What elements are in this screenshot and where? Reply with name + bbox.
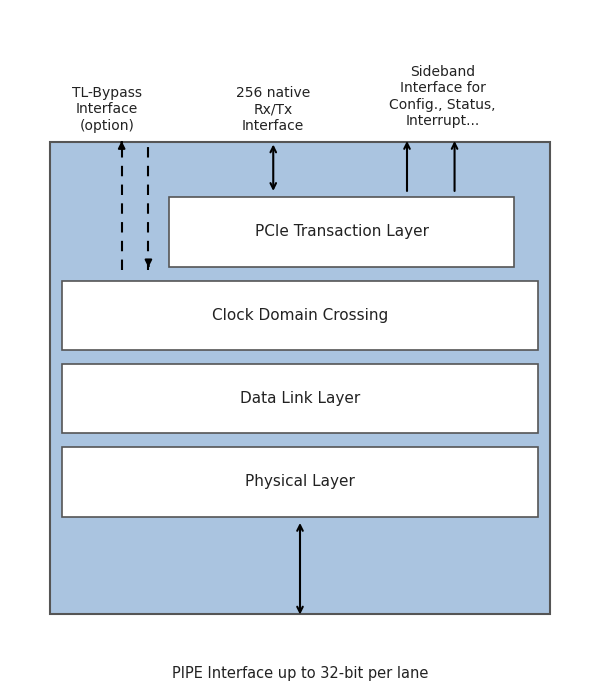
- Text: PIPE Interface up to 32-bit per lane: PIPE Interface up to 32-bit per lane: [172, 666, 428, 681]
- FancyBboxPatch shape: [169, 197, 514, 267]
- Text: Sideband
Interface for
Config., Status,
Interrupt...: Sideband Interface for Config., Status, …: [389, 65, 496, 128]
- FancyBboxPatch shape: [62, 364, 538, 433]
- Text: Clock Domain Crossing: Clock Domain Crossing: [212, 308, 388, 323]
- FancyBboxPatch shape: [62, 447, 538, 517]
- FancyBboxPatch shape: [50, 141, 550, 614]
- Text: 256 native
Rx/Tx
Interface: 256 native Rx/Tx Interface: [236, 86, 310, 132]
- FancyBboxPatch shape: [62, 281, 538, 350]
- Text: PCIe Transaction Layer: PCIe Transaction Layer: [254, 225, 428, 239]
- Text: Data Link Layer: Data Link Layer: [240, 391, 360, 406]
- Text: Physical Layer: Physical Layer: [245, 475, 355, 489]
- Text: TL-Bypass
Interface
(option): TL-Bypass Interface (option): [72, 86, 142, 132]
